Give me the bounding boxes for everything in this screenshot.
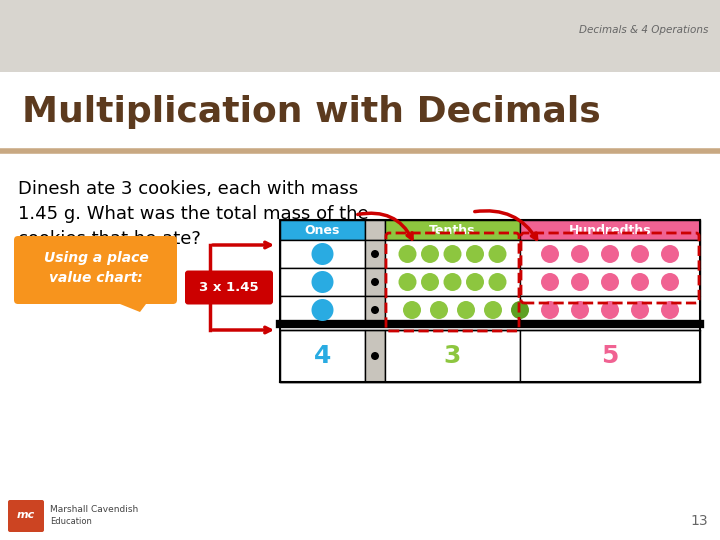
Circle shape xyxy=(403,301,421,319)
Circle shape xyxy=(421,245,439,263)
Text: cookies that he ate?: cookies that he ate? xyxy=(18,230,201,248)
Bar xyxy=(365,220,385,240)
Circle shape xyxy=(601,301,619,319)
Bar xyxy=(385,220,520,240)
Text: 3: 3 xyxy=(444,344,462,368)
Circle shape xyxy=(466,245,484,263)
Text: 13: 13 xyxy=(690,514,708,528)
Bar xyxy=(365,240,385,268)
Text: mc: mc xyxy=(17,510,35,520)
Circle shape xyxy=(312,243,333,265)
Circle shape xyxy=(511,301,529,319)
Circle shape xyxy=(312,271,333,293)
Text: 4: 4 xyxy=(314,344,331,368)
Bar xyxy=(520,268,700,296)
Circle shape xyxy=(541,301,559,319)
Circle shape xyxy=(457,301,475,319)
Bar xyxy=(385,268,520,296)
Circle shape xyxy=(661,301,679,319)
Circle shape xyxy=(541,273,559,291)
FancyBboxPatch shape xyxy=(185,271,273,305)
Circle shape xyxy=(631,301,649,319)
Text: Ones: Ones xyxy=(305,224,340,237)
Circle shape xyxy=(371,352,379,360)
Bar xyxy=(365,268,385,296)
Text: Dinesh ate 3 cookies, each with mass: Dinesh ate 3 cookies, each with mass xyxy=(18,180,359,198)
Circle shape xyxy=(371,278,379,286)
Text: Education: Education xyxy=(50,517,92,526)
Bar xyxy=(520,240,700,268)
Text: 3 x 1.45: 3 x 1.45 xyxy=(199,281,258,294)
Circle shape xyxy=(571,245,589,263)
Circle shape xyxy=(371,306,379,314)
Bar xyxy=(280,268,365,296)
Bar xyxy=(0,0,720,72)
Polygon shape xyxy=(110,292,155,312)
Circle shape xyxy=(601,245,619,263)
Circle shape xyxy=(488,245,506,263)
Circle shape xyxy=(398,273,416,291)
Text: Using a place
value chart:: Using a place value chart: xyxy=(44,251,148,285)
Circle shape xyxy=(661,273,679,291)
Bar xyxy=(365,296,385,324)
Text: Marshall Cavendish: Marshall Cavendish xyxy=(50,505,138,515)
Text: 5: 5 xyxy=(601,344,618,368)
Circle shape xyxy=(601,273,619,291)
Bar xyxy=(365,330,385,382)
FancyBboxPatch shape xyxy=(14,236,177,304)
Bar xyxy=(520,296,700,324)
Bar xyxy=(520,330,700,382)
Bar xyxy=(0,152,720,540)
Bar xyxy=(280,296,365,324)
Circle shape xyxy=(661,245,679,263)
Bar xyxy=(385,296,520,324)
Text: Decimals & 4 Operations: Decimals & 4 Operations xyxy=(579,25,708,35)
Text: Multiplication with Decimals: Multiplication with Decimals xyxy=(22,95,600,129)
Circle shape xyxy=(571,301,589,319)
Bar xyxy=(280,330,365,382)
FancyBboxPatch shape xyxy=(8,500,44,532)
Bar xyxy=(385,330,520,382)
Circle shape xyxy=(398,245,416,263)
Circle shape xyxy=(541,245,559,263)
Text: Hundredths: Hundredths xyxy=(569,224,652,237)
Circle shape xyxy=(488,273,506,291)
Circle shape xyxy=(466,273,484,291)
Text: 1.45 g. What was the total mass of the: 1.45 g. What was the total mass of the xyxy=(18,205,369,223)
Circle shape xyxy=(430,301,448,319)
Bar xyxy=(520,220,700,240)
Circle shape xyxy=(631,245,649,263)
Bar xyxy=(280,220,365,240)
Text: Tenths: Tenths xyxy=(429,224,476,237)
Circle shape xyxy=(444,273,462,291)
Circle shape xyxy=(444,245,462,263)
Circle shape xyxy=(484,301,502,319)
Circle shape xyxy=(571,273,589,291)
Circle shape xyxy=(312,299,333,321)
Bar xyxy=(0,72,720,152)
Circle shape xyxy=(631,273,649,291)
Circle shape xyxy=(371,250,379,258)
Bar xyxy=(385,240,520,268)
Circle shape xyxy=(421,273,439,291)
Bar xyxy=(280,240,365,268)
